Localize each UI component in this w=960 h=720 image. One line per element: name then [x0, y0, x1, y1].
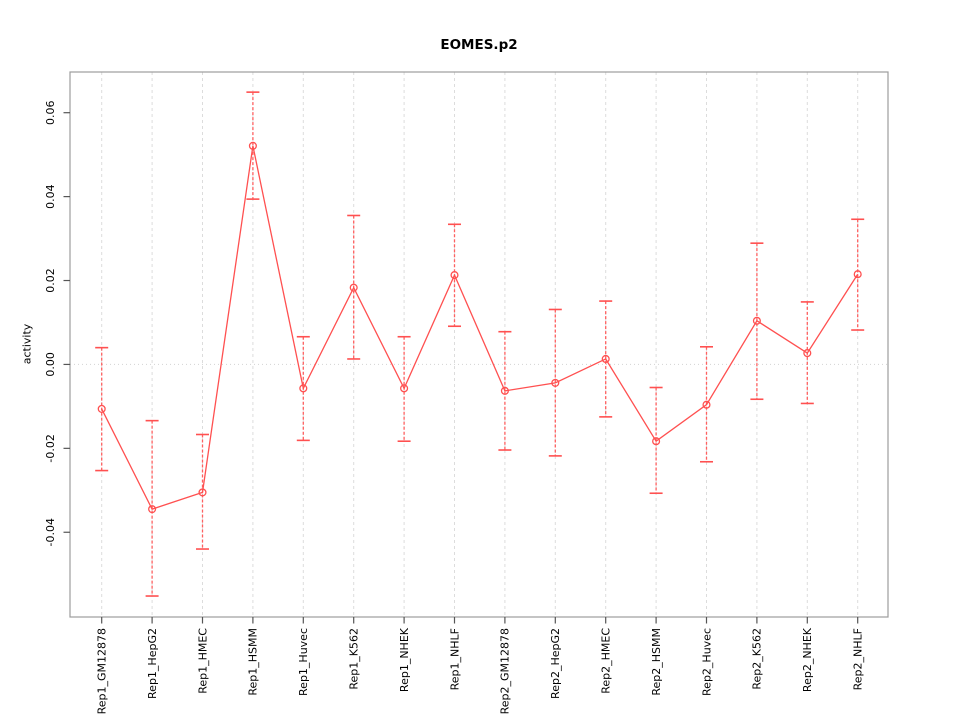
data-point — [500, 386, 509, 395]
data-point — [752, 316, 761, 325]
error-bars — [95, 91, 865, 597]
plot-border — [69, 71, 889, 618]
data-point — [198, 488, 207, 497]
data-point — [652, 437, 661, 446]
data-point — [702, 400, 711, 409]
data-point — [450, 271, 459, 280]
x-tick-label: Rep2_HepG2 — [549, 628, 562, 699]
chart-title: EOMES.p2 — [440, 37, 518, 53]
x-tick-label: Rep1_HSMM — [247, 628, 260, 696]
data-points — [97, 141, 862, 514]
gridlines — [101, 72, 859, 617]
x-tick-label: Rep2_NHEK — [801, 627, 814, 692]
data-point — [803, 349, 812, 358]
data-point — [148, 505, 157, 514]
x-tick-label: Rep1_HMEC — [196, 628, 209, 694]
x-tick-label: Rep1_NHLF — [448, 628, 461, 690]
y-tick-label: 0.00 — [44, 352, 57, 377]
y-tick-label: 0.06 — [44, 100, 57, 125]
x-tick-label: Rep1_K562 — [348, 628, 361, 690]
y-tick-label: 0.04 — [44, 184, 57, 209]
data-point — [400, 384, 409, 393]
data-point — [349, 283, 358, 292]
x-tick-label: Rep2_GM12878 — [499, 628, 512, 714]
y-tick-label: -0.02 — [44, 434, 57, 462]
x-axis: Rep1_GM12878 Rep1_HepG2 Rep1_HMEC Rep1_HSMM… — [96, 617, 865, 714]
x-tick-label: Rep1_HepG2 — [146, 628, 159, 699]
y-tick-label: -0.04 — [44, 518, 57, 546]
x-tick-label: Rep2_HSMM — [650, 628, 663, 696]
series-line — [101, 145, 859, 510]
data-point — [551, 378, 560, 387]
data-point — [97, 404, 106, 413]
x-tick-label: Rep2_Huvec — [700, 628, 713, 696]
x-tick-label: Rep2_K562 — [751, 628, 764, 690]
data-point — [853, 270, 862, 279]
x-tick-label: Rep1_Huvec — [297, 628, 310, 696]
x-tick-label: Rep1_GM12878 — [96, 628, 109, 714]
y-tick-label: 0.02 — [44, 268, 57, 293]
data-point — [601, 354, 610, 364]
x-tick-label: Rep2_NHLF — [852, 628, 865, 690]
data-point — [248, 141, 257, 150]
data-point — [299, 384, 308, 393]
x-tick-label: Rep1_NHEK — [398, 627, 411, 692]
y-axis: -0.04 -0.02 0.00 0.02 0.04 0.06 — [44, 100, 70, 546]
x-tick-label: Rep2_HMEC — [600, 628, 613, 694]
